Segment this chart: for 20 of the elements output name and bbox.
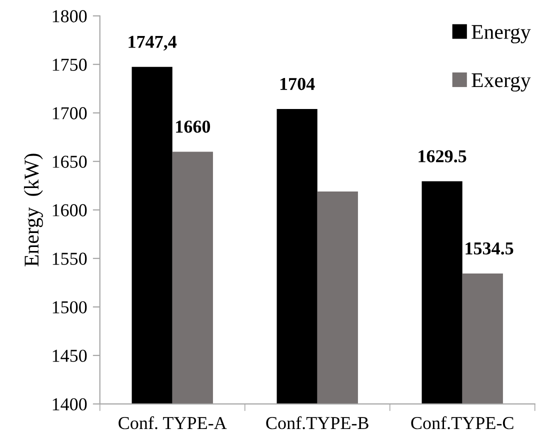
data-label: 1534.5: [466, 242, 514, 255]
y-tick-label: 1750: [52, 58, 87, 71]
legend-label: Exergy: [472, 73, 531, 92]
y-tick-label: 1700: [52, 107, 87, 120]
data-label: 1660: [176, 120, 210, 133]
legend-label: Energy: [472, 25, 531, 44]
data-label: 1747,4: [128, 36, 177, 51]
y-tick-label: 1550: [52, 252, 87, 265]
y-tick-label: 1800: [52, 10, 87, 22]
y-tick-label: 1400: [52, 398, 87, 410]
x-tick-label: Conf. TYPE-A: [118, 416, 227, 430]
x-tick-label: Conf.TYPE-C: [411, 416, 514, 430]
data-label: 1629.5: [418, 150, 466, 162]
data-label: 1704: [280, 78, 315, 90]
y-tick-label: 1650: [52, 156, 87, 168]
x-tick-label: Conf.TYPE-B: [266, 416, 368, 430]
y-axis-title: Energy (kW): [24, 154, 43, 266]
y-tick-label: 1450: [52, 350, 87, 362]
y-tick-label: 1600: [52, 204, 87, 216]
y-tick-label: 1500: [52, 301, 87, 314]
